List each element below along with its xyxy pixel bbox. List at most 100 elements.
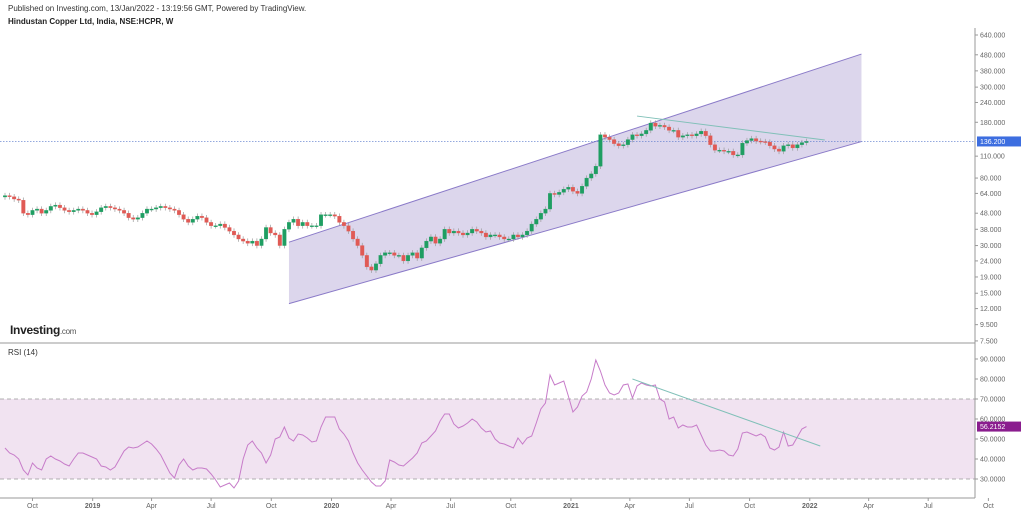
- candle-body: [575, 191, 580, 194]
- candle-body: [287, 222, 291, 230]
- candle: [561, 186, 566, 196]
- candle: [401, 252, 406, 264]
- candle-body: [749, 138, 754, 141]
- candle: [117, 206, 122, 214]
- candle-body: [140, 213, 145, 218]
- candle-body: [470, 229, 475, 234]
- rsi-indicator-label[interactable]: RSI (14): [8, 348, 38, 357]
- y-tick-label: 480.000: [980, 52, 1005, 59]
- x-tick-label: 2019: [85, 503, 101, 510]
- candle: [85, 207, 90, 217]
- candle: [557, 189, 562, 198]
- candle: [525, 228, 530, 238]
- candle-body: [516, 234, 520, 238]
- candle: [341, 219, 346, 229]
- candle: [712, 141, 717, 153]
- candle: [447, 226, 452, 236]
- candle-body: [712, 144, 717, 151]
- axes: 640.000 480.000 380.000 300.000 240.000 180.0…: [0, 28, 1021, 510]
- candle-body: [232, 230, 236, 236]
- candle-body: [580, 186, 585, 194]
- candle-body: [39, 208, 44, 214]
- candle-body: [323, 214, 328, 216]
- y-tick-label: 300.000: [980, 85, 1005, 92]
- candle: [506, 236, 511, 242]
- candle-body: [735, 154, 740, 157]
- candle: [268, 224, 273, 236]
- candle-body: [442, 229, 447, 240]
- candle: [483, 230, 488, 240]
- candle: [749, 135, 754, 144]
- candle-body: [584, 177, 589, 187]
- y-tick-label: 12.000: [980, 306, 1002, 313]
- candle-body: [657, 125, 662, 127]
- candle: [589, 171, 594, 181]
- candle-body: [12, 196, 17, 200]
- candle-body: [598, 134, 603, 167]
- candle: [534, 216, 539, 227]
- candle-body: [332, 214, 337, 217]
- candle-body: [520, 234, 525, 238]
- candle-body: [447, 229, 452, 234]
- chart-title: Hindustan Copper Ltd, India, NSE:HCPR, W: [8, 17, 174, 26]
- candle: [603, 132, 607, 140]
- candle-body: [671, 130, 676, 132]
- candle: [520, 232, 525, 240]
- investing-logo: Investing.com: [10, 323, 77, 337]
- candle-body: [548, 193, 552, 210]
- candle-body: [401, 255, 406, 262]
- candle-body: [758, 140, 763, 143]
- candle-body: [438, 238, 443, 244]
- candle: [291, 216, 296, 226]
- candle-body: [410, 252, 415, 256]
- candle: [7, 192, 12, 200]
- published-note: Published on Investing.com, 13/Jan/2022 …: [8, 4, 307, 13]
- candle-body: [21, 200, 26, 214]
- candle-body: [708, 135, 713, 145]
- candle-body: [204, 217, 209, 223]
- candle: [369, 264, 374, 273]
- candle: [346, 223, 351, 234]
- candle-body: [557, 192, 562, 195]
- y-tick-label: 19.000: [980, 274, 1002, 281]
- y-tick-label: 380.000: [980, 68, 1005, 75]
- candle: [282, 226, 287, 249]
- candle: [190, 216, 195, 226]
- candle: [396, 252, 401, 259]
- candle-body: [456, 230, 461, 234]
- candle: [145, 206, 149, 217]
- x-tick-label: Oct: [266, 503, 277, 510]
- candle: [598, 132, 603, 170]
- candle-body: [525, 230, 530, 236]
- candle: [309, 223, 314, 229]
- candle: [786, 141, 791, 149]
- candle-body: [282, 229, 287, 246]
- candle: [21, 197, 26, 217]
- x-tick-label: 2021: [563, 503, 579, 510]
- candle-body: [236, 234, 241, 240]
- candle: [529, 221, 534, 234]
- candle-body: [603, 134, 607, 138]
- candle: [62, 205, 67, 214]
- candle: [195, 213, 200, 223]
- candle: [213, 223, 218, 229]
- channel-lower-line: [288, 141, 862, 305]
- rsi-tick-label: 70.0000: [980, 397, 1005, 404]
- candle-body: [415, 252, 420, 259]
- candle-body: [172, 208, 177, 211]
- candle: [35, 206, 40, 214]
- candle: [516, 232, 520, 240]
- rsi-value-label: 56.2152: [980, 424, 1005, 431]
- candle-body: [131, 217, 136, 220]
- candle-body: [497, 234, 502, 238]
- rsi-tick-label: 40.0000: [980, 457, 1005, 464]
- candle-body: [433, 236, 438, 244]
- candle: [149, 206, 154, 212]
- candle-body: [406, 255, 410, 262]
- candle: [277, 232, 282, 249]
- channel-upper-line: [288, 53, 862, 243]
- candle: [451, 228, 456, 236]
- candle: [657, 122, 662, 130]
- candle-body: [30, 210, 35, 215]
